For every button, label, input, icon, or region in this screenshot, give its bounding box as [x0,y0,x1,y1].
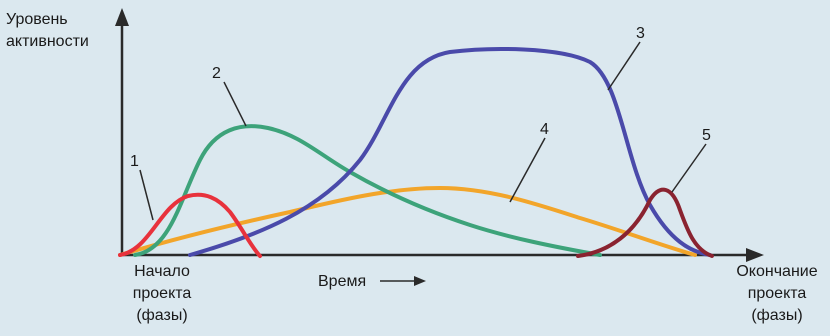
end-label-line-1: Окончание [736,263,818,280]
y-axis-label-line-2: активности [6,33,89,50]
series-label-5: 5 [702,127,711,144]
end-label-line-3: (фазы) [751,307,803,324]
y-axis-label-line-1: Уровень [6,11,68,28]
end-label: Окончание проекта (фазы) [726,262,828,325]
leader-3 [607,41,641,91]
x-axis-label: Время [318,273,367,290]
start-label-line-3: (фазы) [136,307,188,324]
series-label-2: 2 [212,65,221,82]
time-arrow-head [414,276,426,286]
leader-5 [671,143,707,193]
curve-5 [576,187,714,258]
curve-1 [118,192,262,258]
y-axis-label: Уровень активности [6,10,89,51]
series-label-4: 4 [540,121,549,138]
x-axis-arrow [746,248,764,262]
start-label: Начало проекта (фазы) [112,262,212,325]
curve-3 [188,47,712,257]
leader-2 [223,81,247,127]
start-label-line-1: Начало [134,263,190,280]
leader-4 [509,137,546,203]
start-label-line-2: проекта [132,285,192,302]
curve-4 [118,185,697,257]
curve-2 [133,124,602,257]
y-axis-arrow [115,8,129,26]
end-label-line-2: проекта [747,285,807,302]
series-label-1: 1 [130,153,139,170]
series-label-3: 3 [636,25,645,42]
leader-1 [139,169,154,221]
